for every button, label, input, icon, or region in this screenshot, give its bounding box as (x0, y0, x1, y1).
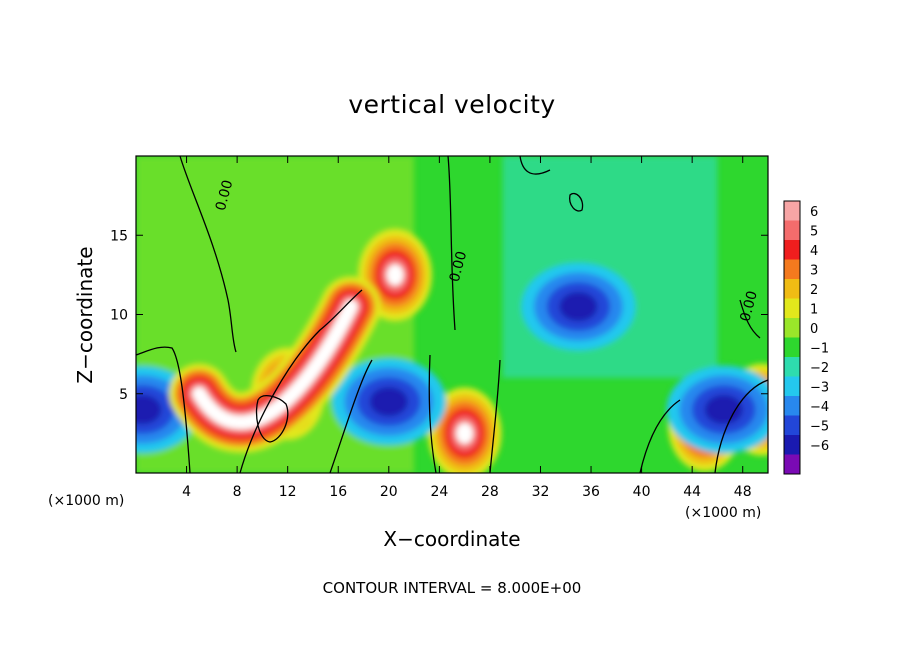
colorbar-label: −2 (810, 361, 829, 376)
x-axis: 4 8 12 16 20 24 28 32 36 40 44 48 (182, 156, 752, 500)
zero-contour-line (714, 379, 768, 473)
x-tick-label: 20 (380, 484, 398, 500)
x-tick-label: 4 (182, 484, 191, 500)
colorbar-swatch (784, 396, 800, 416)
velocity-field (136, 156, 768, 473)
x-tick-label: 40 (633, 484, 651, 500)
colorbar-label: −1 (810, 341, 829, 356)
downdraft-core (559, 291, 598, 322)
x-unit-left: (×1000 m) (48, 493, 124, 509)
downdraft-core (369, 387, 408, 417)
x-tick-label: 16 (329, 484, 347, 500)
colorbar-label: 0 (810, 322, 818, 337)
zero-contour-line (136, 346, 191, 473)
x-unit-right: (×1000 m) (685, 505, 761, 521)
y-axis: 5 10 15 (110, 228, 768, 403)
colorbar-swatch (784, 240, 800, 260)
colorbar-label: 5 (810, 224, 818, 239)
x-tick-label: 8 (233, 484, 242, 500)
zero-contour-line (239, 289, 363, 473)
zero-contour-line (739, 299, 761, 339)
downdraft-core (136, 394, 162, 425)
colorbar-swatch (784, 201, 800, 221)
zero-contour-line (639, 399, 681, 473)
colorbar: 6 5 4 3 2 1 0 −1 −2 −3 −4 −5 −6 (783, 200, 829, 475)
y-tick-label: 15 (110, 228, 128, 244)
colorbar-label: 6 (810, 205, 818, 220)
zero-contour-line (489, 359, 501, 473)
y-tick-label: 5 (119, 387, 128, 403)
x-tick-label: 32 (532, 484, 550, 500)
zero-contour-line (179, 156, 237, 353)
updraft-core (456, 422, 474, 444)
x-axis-label: X−coordinate (383, 527, 520, 551)
x-tick-label: 36 (582, 484, 600, 500)
zero-contour-line (428, 354, 437, 473)
zero-contour-line (519, 156, 551, 175)
colorbar-swatch (784, 357, 800, 377)
colorbar-swatch (784, 220, 800, 241)
colorbar-swatch (784, 318, 800, 338)
plot-area: 0.00 0.00 0.00 (136, 156, 768, 473)
colorbar-label: −6 (810, 439, 829, 454)
colorbar-swatch (784, 279, 800, 299)
contour-label: 0.00 (737, 289, 761, 323)
zero-contour-line (447, 156, 456, 331)
colorbar-swatch (784, 259, 800, 280)
colorbar-label: 4 (810, 244, 818, 259)
y-axis-label: Z−coordinate (73, 246, 97, 383)
colorbar-label: −3 (810, 380, 829, 395)
colorbar-swatch (784, 376, 800, 397)
downdraft-core (704, 394, 743, 425)
contour-interval-label: CONTOUR INTERVAL = 8.000E+00 (323, 579, 582, 597)
colorbar-swatch (784, 454, 800, 475)
x-tick-label: 24 (430, 484, 448, 500)
y-tick-label: 10 (110, 308, 128, 324)
colorbar-swatch (784, 415, 800, 436)
colorbar-swatch (784, 337, 800, 358)
x-tick-label: 28 (481, 484, 499, 500)
colorbar-frame (783, 200, 801, 475)
contour-label: 0.00 (447, 250, 471, 284)
contour-labels: 0.00 0.00 0.00 (213, 178, 761, 323)
colorbar-swatch (784, 435, 800, 455)
zero-contour-line (329, 359, 373, 473)
updraft-band (192, 299, 358, 430)
colorbar-label: 3 (810, 263, 818, 278)
x-tick-label: 12 (279, 484, 297, 500)
zero-contour-line (255, 394, 289, 443)
contour-lines (136, 156, 768, 473)
zero-contour-line (569, 192, 584, 212)
updraft-core (386, 264, 404, 286)
x-tick-label: 48 (734, 484, 752, 500)
chart-title: vertical velocity (348, 90, 555, 119)
x-tick-label: 44 (683, 484, 701, 500)
field-region (502, 156, 718, 378)
contour-label: 0.00 (213, 178, 237, 212)
colorbar-label: 1 (810, 302, 818, 317)
colorbar-label: 2 (810, 283, 818, 298)
colorbar-label: −5 (810, 419, 829, 434)
colorbar-swatch (784, 298, 800, 319)
colorbar-label: −4 (810, 400, 829, 415)
